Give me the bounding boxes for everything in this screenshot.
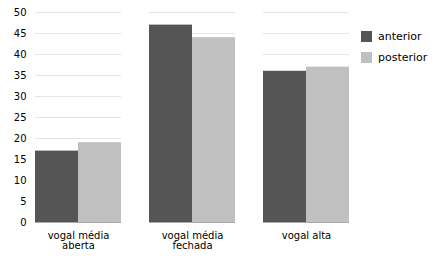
html-text:posterior: posterior bbox=[378, 51, 428, 64]
svg-text:30: 30 bbox=[14, 91, 27, 102]
html-text:anterior: anterior bbox=[378, 30, 422, 43]
svg-text:50: 50 bbox=[14, 7, 27, 18]
svg-text:10: 10 bbox=[14, 175, 27, 186]
svg-text:vogal médiaaberta: vogal médiaaberta bbox=[48, 230, 110, 251]
svg-text:20: 20 bbox=[14, 133, 27, 144]
svg-text:35: 35 bbox=[14, 70, 27, 81]
svg-text:vogal médiafechada: vogal médiafechada bbox=[162, 230, 224, 251]
svg-text:45: 45 bbox=[14, 28, 27, 39]
svg-text:vogal alta: vogal alta bbox=[282, 230, 331, 241]
svg-text:25: 25 bbox=[14, 112, 27, 123]
svg-text:40: 40 bbox=[14, 49, 27, 60]
svg-text:0: 0 bbox=[20, 217, 26, 228]
svg-text:5: 5 bbox=[20, 196, 26, 207]
svg-text:15: 15 bbox=[14, 154, 27, 165]
